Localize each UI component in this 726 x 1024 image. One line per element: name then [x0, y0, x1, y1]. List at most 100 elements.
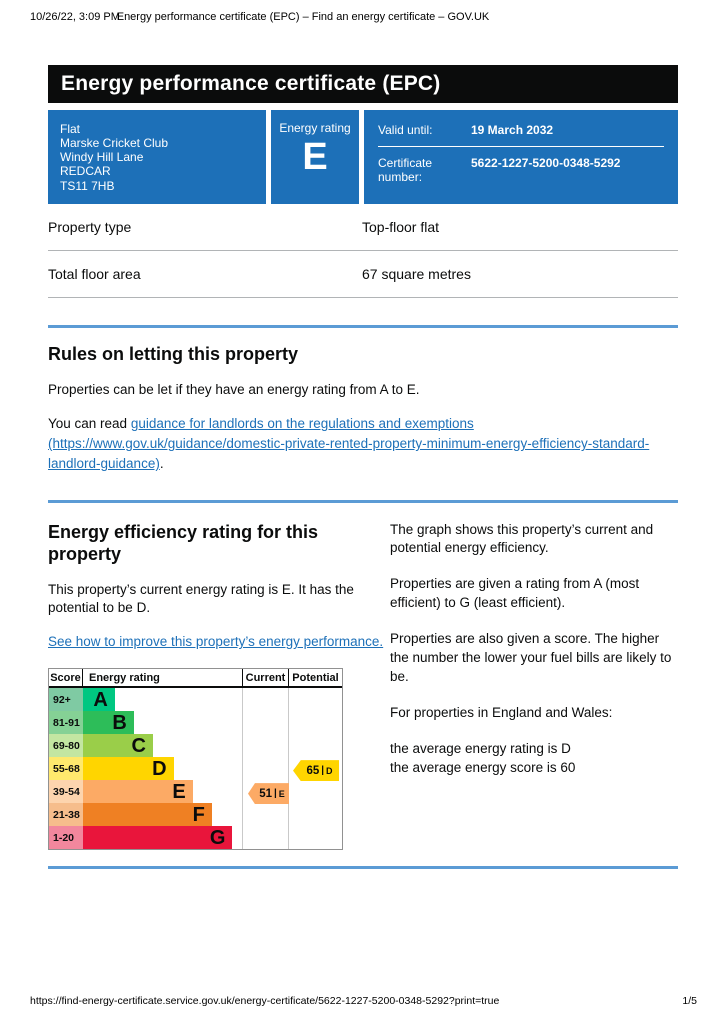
certificate-summary-box: Flat Marske Cricket Club Windy Hill Lane RE… — [48, 110, 678, 204]
source-url: https://find-energy-certificate.service.… — [30, 995, 500, 1007]
property-facts-table: Property type Top-floor flat Total floor a… — [48, 204, 678, 298]
rating-summary-paragraph: This property’s current energy rating is… — [48, 581, 354, 616]
chart-band-row: 1-20 G — [49, 826, 342, 850]
band-letter: D — [152, 757, 167, 780]
energy-rating-value: E — [302, 136, 328, 178]
current-column-cell — [243, 757, 289, 781]
address-line: REDCAR — [60, 164, 111, 179]
property-address: Flat Marske Cricket Club Windy Hill Lane RE… — [48, 110, 266, 204]
page-title: Energy performance certificate (EPC) — [61, 72, 441, 95]
certificate-body: Energy performance certificate (EPC) Fla… — [48, 65, 678, 870]
potential-column-cell — [289, 711, 342, 734]
guidance-text-prefix: You can read — [48, 415, 131, 431]
explanation-paragraph: Properties are given a rating from A (mo… — [390, 576, 640, 611]
band-score-cell: 92+ — [49, 688, 83, 712]
address-line: TS11 7HB — [60, 178, 115, 193]
band-letter: F — [192, 803, 205, 826]
browser-print-footer: https://find-energy-certificate.service.… — [30, 995, 697, 1007]
certificate-number-value: 5622-1227-5200-0348-5292 — [471, 156, 621, 170]
rating-explanation-column: The graph shows this property’s current … — [390, 521, 678, 851]
band-score-cell: 21-38 — [49, 803, 83, 827]
band-bar: C — [83, 734, 153, 758]
band-score-cell: 69-80 — [49, 734, 83, 758]
current-column-cell — [243, 734, 289, 758]
band-letter: G — [209, 826, 226, 849]
explanation-paragraph: The graph shows this property’s current … — [390, 521, 654, 556]
energy-rating-label: Energy rating — [279, 121, 351, 135]
chart-band-row: 39-54 E — [49, 780, 342, 804]
current-rating-arrow-separator: | — [273, 788, 277, 800]
potential-column-cell — [289, 826, 342, 849]
potential-column-cell — [289, 780, 342, 803]
rating-section-heading: Energy efficiency rating for this proper… — [48, 521, 319, 565]
band-bar: F — [83, 803, 212, 827]
section-divider — [48, 866, 678, 870]
current-rating-arrow-letter: E — [278, 788, 285, 799]
potential-rating-arrow-letter: D — [326, 765, 333, 776]
explanation-paragraph: Properties are also given a score. The h… — [390, 631, 672, 684]
band-bar-area: E — [83, 780, 243, 804]
band-bar: G — [83, 826, 233, 850]
improve-performance-link[interactable]: See how to improve this property’s energ… — [48, 634, 384, 650]
rules-section: Rules on letting this property Propertie… — [48, 343, 678, 475]
chart-band-row: 81-91 B — [49, 711, 342, 735]
band-letter: B — [112, 711, 127, 734]
section-divider — [48, 499, 678, 503]
band-score-cell: 39-54 — [49, 780, 83, 804]
potential-column-cell — [289, 803, 342, 826]
band-score-cell: 1-20 — [49, 826, 83, 850]
band-bar: D — [83, 757, 174, 781]
rules-guidance-paragraph: You can read guidance for landlords on t… — [48, 414, 678, 475]
chart-band-row: 21-38 F — [49, 803, 342, 827]
potential-column-cell — [289, 688, 342, 711]
valid-until-value: 19 March 2032 — [471, 123, 554, 137]
table-row: Property type Top-floor flat — [48, 204, 678, 251]
valid-until-label: Valid until: — [378, 123, 433, 137]
potential-rating-arrow-score: 65 — [306, 764, 320, 777]
band-score-cell: 81-91 — [49, 711, 83, 735]
band-score-cell: 55-68 — [49, 757, 83, 781]
current-rating-arrow-score: 51 — [259, 787, 272, 800]
page-number: 1/5 — [682, 995, 697, 1007]
current-column-cell — [243, 688, 289, 712]
band-letter: C — [131, 734, 146, 757]
band-bar-area: C — [83, 734, 243, 758]
chart-header-score: Score — [49, 669, 83, 687]
table-row-value: Top-floor flat — [362, 219, 440, 235]
rules-heading: Rules on letting this property — [48, 344, 299, 364]
address-line: Flat — [60, 122, 81, 136]
potential-column-cell — [289, 734, 342, 757]
valid-until-row: Valid until: 19 March 2032 — [378, 123, 664, 137]
chart-band-row: 92+ A — [49, 688, 342, 712]
current-column-cell — [243, 711, 289, 735]
chart-band-row: 69-80 C — [49, 734, 342, 758]
rules-paragraph: Properties can be let if they have an en… — [48, 381, 420, 397]
chart-header-potential: Potential — [292, 671, 339, 684]
band-bar: A — [83, 688, 115, 712]
band-bar-area: B — [83, 711, 243, 735]
chart-header-current: Current — [243, 669, 289, 687]
rating-summary-column: Energy efficiency rating for this proper… — [48, 521, 390, 851]
energy-rating-section: Energy efficiency rating for this proper… — [48, 521, 678, 851]
address-line: Windy Hill Lane — [60, 150, 144, 165]
certificate-number-row: Certificate number: 5622-1227-5200-0348-… — [378, 156, 664, 184]
address-line: Marske Cricket Club — [60, 136, 169, 151]
current-rating-arrow: 51 | E — [248, 783, 289, 805]
table-row-label: Total floor area — [48, 266, 141, 282]
explanation-paragraph: For properties in England and Wales: — [390, 704, 613, 720]
band-bar-area: F — [83, 803, 243, 827]
potential-rating-arrow-separator: | — [321, 765, 325, 777]
certificate-number-label: Certificate number: — [378, 156, 433, 184]
table-row-value: 67 square metres — [362, 266, 471, 282]
landlord-guidance-link[interactable]: guidance for landlords on the regulation… — [48, 415, 650, 472]
band-bar: B — [83, 711, 134, 735]
print-datetime: 10/26/22, 3:09 PM — [30, 11, 120, 23]
band-bar: E — [83, 780, 193, 804]
average-stats-lines: the average energy rating is D the avera… — [390, 740, 576, 775]
energy-rating-box: Energy rating E — [271, 110, 359, 204]
band-bar-area: D — [83, 757, 243, 781]
guidance-text-suffix: . — [159, 456, 164, 472]
page-title-banner: Energy performance certificate (EPC) — [48, 65, 678, 103]
table-row-label: Property type — [48, 219, 132, 235]
band-letter: A — [93, 688, 108, 711]
